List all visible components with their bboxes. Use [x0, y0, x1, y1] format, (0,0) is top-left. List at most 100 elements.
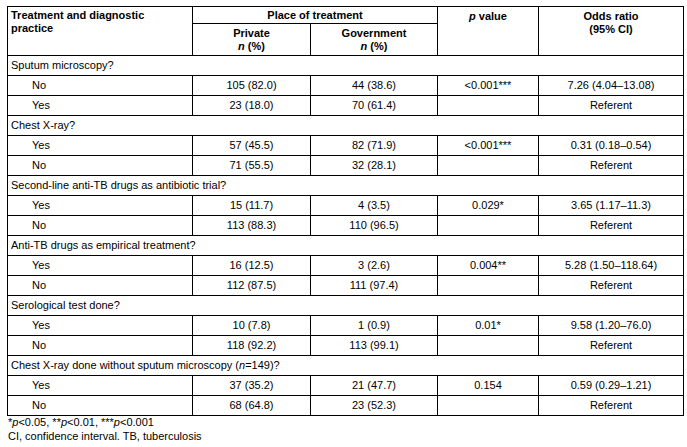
odds-ratio-cell: 7.26 (4.04–13.08): [539, 76, 684, 96]
private-cell: 10 (7.8): [193, 316, 311, 336]
section-label: Second-line anti-TB drugs as antibiotic …: [8, 176, 684, 196]
private-cell: 118 (92.2): [193, 336, 311, 356]
government-cell: 3 (2.6): [311, 256, 438, 276]
section-row: Chest X-ray?: [8, 116, 684, 136]
p-value-cell: [438, 216, 539, 236]
col-header-government: Government n (%): [311, 24, 438, 56]
private-cell: 68 (64.8): [193, 396, 311, 416]
government-cell: 111 (97.4): [311, 276, 438, 296]
col-header-private: Private n (%): [193, 24, 311, 56]
odds-ratio-cell: Referent: [539, 216, 684, 236]
private-label: Private: [195, 27, 308, 40]
table-row: No105 (82.0)44 (38.6)<0.001***7.26 (4.04…: [8, 76, 684, 96]
private-cell: 105 (82.0): [193, 76, 311, 96]
table-row: No71 (55.5)32 (28.1) Referent: [8, 156, 684, 176]
private-cell: 112 (87.5): [193, 276, 311, 296]
text-segment: (%): [367, 40, 387, 52]
table-row: No113 (88.3)110 (96.5)Referent: [8, 216, 684, 236]
government-cell: 1 (0.9): [311, 316, 438, 336]
text-segment: =149)?: [245, 359, 280, 371]
table-row: Yes37 (35.2)21 (47.7)0.1540.59 (0.29–1.2…: [8, 376, 684, 396]
p-value-cell: <0.001***: [438, 76, 539, 96]
odds-ratio-cell: Referent: [539, 96, 684, 116]
government-cell: 70 (61.4): [311, 96, 438, 116]
p-value-cell: [438, 156, 539, 176]
government-cell: 23 (52.3): [311, 396, 438, 416]
answer-cell: Yes: [8, 256, 193, 276]
odds-ratio-cell: 0.31 (0.18–0.54): [539, 136, 684, 156]
government-cell: 113 (99.1): [311, 336, 438, 356]
p-value-cell: <0.001***: [438, 136, 539, 156]
footnote-significance: *p<0.05, **p<0.01, ***p<0.001: [8, 416, 202, 430]
section-row: Anti-TB drugs as empirical treatment?: [8, 236, 684, 256]
text-segment: n: [238, 40, 245, 52]
odds-ratio-cell: Referent: [539, 156, 684, 176]
section-row: Serological test done?: [8, 296, 684, 316]
col-header-practice: Treatment and diagnostic practice: [8, 7, 193, 56]
odds-ratio-cell: 3.65 (1.17–11.3): [539, 196, 684, 216]
footnote-abbreviations: CI, confidence interval. TB, tuberculosi…: [8, 430, 202, 444]
table-row: No112 (87.5)111 (97.4) Referent: [8, 276, 684, 296]
statistics-table: Treatment and diagnostic practice Place …: [7, 6, 684, 416]
answer-cell: Yes: [8, 376, 193, 396]
table-header: Treatment and diagnostic practice Place …: [8, 7, 684, 56]
answer-cell: No: [8, 156, 193, 176]
private-n-pct-label: n (%): [195, 40, 308, 53]
answer-cell: Yes: [8, 96, 193, 116]
private-cell: 113 (88.3): [193, 216, 311, 236]
table-row: Yes10 (7.8)1 (0.9)0.01*9.58 (1.20–76.0): [8, 316, 684, 336]
text-segment: value: [476, 10, 507, 22]
answer-cell: Yes: [8, 316, 193, 336]
p-value-cell: 0.154: [438, 376, 539, 396]
odds-ratio-cell: Referent: [539, 276, 684, 296]
text-segment: <0.05, **: [18, 416, 61, 428]
odds-ratio-cell: Referent: [539, 396, 684, 416]
government-cell: 32 (28.1): [311, 156, 438, 176]
private-cell: 23 (18.0): [193, 96, 311, 116]
text-segment: (%): [245, 40, 265, 52]
text-segment: p: [469, 10, 476, 22]
p-value-cell: 0.029*: [438, 196, 539, 216]
answer-cell: No: [8, 276, 193, 296]
section-label: Chest X-ray?: [8, 116, 684, 136]
table-row: Yes15 (11.7)4 (3.5)0.029*3.65 (1.17–11.3…: [8, 196, 684, 216]
answer-cell: No: [8, 76, 193, 96]
odds-ratio-cell: 9.58 (1.20–76.0): [539, 316, 684, 336]
p-value-cell: 0.004**: [438, 256, 539, 276]
answer-cell: Yes: [8, 196, 193, 216]
section-row: Sputum microscopy?: [8, 56, 684, 76]
section-row: Second-line anti-TB drugs as antibiotic …: [8, 176, 684, 196]
private-cell: 57 (45.5): [193, 136, 311, 156]
text-segment: <0.01, ***: [67, 416, 114, 428]
table-row: Yes16 (12.5)3 (2.6)0.004**5.28 (1.50–118…: [8, 256, 684, 276]
government-cell: 44 (38.6): [311, 76, 438, 96]
odds-ratio-cell: 0.59 (0.29–1.21): [539, 376, 684, 396]
section-label: Chest X-ray done without sputum microsco…: [8, 356, 684, 376]
p-value-cell: 0.01*: [438, 316, 539, 336]
private-cell: 16 (12.5): [193, 256, 311, 276]
col-header-odds-ratio: Odds ratio (95% CI): [539, 7, 684, 56]
section-row: Chest X-ray done without sputum microsco…: [8, 356, 684, 376]
odds-ratio-cell: 5.28 (1.50–118.64): [539, 256, 684, 276]
header-row-1: Treatment and diagnostic practice Place …: [8, 7, 684, 24]
table-body: Sputum microscopy?No105 (82.0)44 (38.6)<…: [8, 56, 684, 416]
private-cell: 15 (11.7): [193, 196, 311, 216]
p-value-cell: [438, 336, 539, 356]
col-header-place-of-treatment: Place of treatment: [193, 7, 438, 24]
col-header-p-value: p value: [438, 7, 539, 56]
government-cell: 110 (96.5): [311, 216, 438, 236]
page: Treatment and diagnostic practice Place …: [0, 0, 687, 447]
answer-cell: No: [8, 336, 193, 356]
private-cell: 71 (55.5): [193, 156, 311, 176]
government-cell: 4 (3.5): [311, 196, 438, 216]
answer-cell: Yes: [8, 136, 193, 156]
p-value-cell: [438, 276, 539, 296]
government-cell: 21 (47.7): [311, 376, 438, 396]
p-value-cell: [438, 96, 539, 116]
section-label: Serological test done?: [8, 296, 684, 316]
section-label: Sputum microscopy?: [8, 56, 684, 76]
private-cell: 37 (35.2): [193, 376, 311, 396]
odds-ratio-cell: Referent: [539, 336, 684, 356]
p-value-cell: [438, 396, 539, 416]
odds-ratio-line1: Odds ratio: [541, 10, 681, 23]
